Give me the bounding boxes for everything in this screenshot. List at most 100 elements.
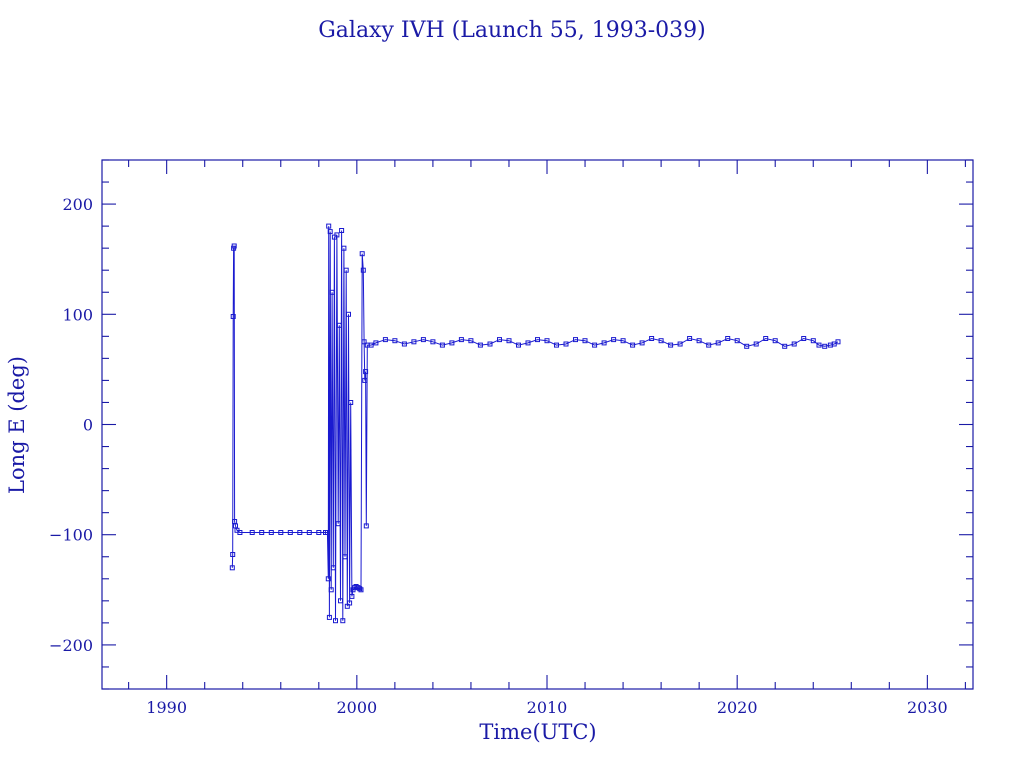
y-tick-label: −100 (49, 526, 93, 545)
data-point (229, 565, 235, 571)
data-point (360, 267, 366, 273)
data-point (287, 530, 293, 535)
data-point (668, 342, 674, 348)
data-point (230, 552, 236, 557)
y-tick-label: 0 (83, 416, 93, 435)
data-point (715, 340, 721, 346)
series-line (231, 226, 839, 621)
data-point (439, 342, 445, 348)
data-point (346, 311, 351, 317)
data-point (358, 587, 364, 593)
data-point (338, 598, 343, 604)
data-point (687, 336, 693, 341)
data-point (658, 338, 664, 344)
data-point (744, 343, 750, 349)
data-point (706, 342, 712, 348)
data-point (373, 340, 379, 346)
data-point (326, 223, 332, 229)
data-point (734, 338, 740, 344)
data-point (335, 521, 341, 527)
data-point (810, 338, 816, 344)
data-point (237, 530, 243, 535)
data-point (791, 341, 797, 347)
data-point (231, 243, 237, 249)
data-point (449, 340, 455, 346)
data-point (330, 565, 336, 571)
data-point (816, 342, 822, 348)
data-point (525, 340, 531, 346)
data-point (297, 530, 303, 535)
data-point (357, 586, 363, 592)
data-point (763, 336, 769, 341)
data-point (392, 338, 398, 344)
data-point (249, 530, 255, 535)
data-point (458, 337, 464, 343)
data-point (327, 229, 333, 235)
data-point (334, 232, 340, 238)
data-point (782, 343, 788, 349)
data-point (649, 336, 655, 341)
x-tick-label: 2010 (527, 698, 568, 717)
data-point (339, 228, 345, 233)
axis-tick-labels: 1990 2000 2010 2020 2030 −200 −100 0 100 200 (49, 195, 948, 717)
data-point (359, 251, 365, 257)
data-point (582, 338, 588, 344)
axis-ticks (102, 159, 973, 690)
data-point (620, 338, 626, 344)
data-point (430, 339, 436, 345)
data-point (328, 587, 334, 593)
y-tick-label: 200 (62, 195, 93, 214)
data-point (563, 341, 569, 347)
data-point (592, 342, 598, 348)
data-point (401, 341, 407, 347)
data-point (801, 336, 807, 341)
y-tick-label: 100 (62, 305, 93, 324)
data-point (544, 338, 550, 344)
data-point (772, 338, 778, 344)
data-point (487, 341, 493, 347)
data-point (333, 618, 338, 624)
x-tick-label: 2020 (717, 698, 758, 717)
data-point (611, 337, 617, 343)
data-point (329, 289, 335, 295)
data-point (630, 342, 636, 348)
data-point (363, 523, 369, 529)
data-point (349, 593, 355, 599)
y-axis-label: Long E (deg) (5, 356, 29, 494)
data-point (411, 339, 417, 345)
data-point (753, 341, 759, 347)
data-point (477, 342, 483, 348)
data-point (343, 267, 349, 273)
data-point (835, 339, 841, 345)
data-point (347, 600, 353, 606)
data-point (506, 338, 512, 344)
data-point (362, 377, 368, 383)
data-point (361, 339, 367, 345)
data-point (554, 342, 559, 348)
data-point (420, 337, 426, 343)
data-point (230, 314, 236, 319)
data-point (342, 554, 348, 560)
data-point (348, 400, 354, 405)
data-point (516, 342, 521, 348)
data-point (822, 343, 828, 349)
y-tick-label: −200 (49, 636, 93, 655)
data-point (278, 530, 284, 535)
data-point (468, 338, 474, 344)
data-point (696, 338, 702, 344)
data-point (326, 614, 332, 620)
data-point (601, 340, 607, 346)
series-group (229, 223, 841, 624)
data-point (340, 618, 346, 624)
data-point (316, 530, 322, 535)
chart-title: Galaxy IVH (Launch 55, 1993-039) (318, 18, 706, 43)
data-point (639, 340, 645, 346)
x-axis-label: Time(UTC) (479, 720, 596, 744)
data-point (677, 341, 683, 347)
data-point (324, 530, 330, 535)
data-point (336, 322, 342, 328)
data-point (368, 342, 374, 348)
data-point (535, 337, 540, 343)
data-point (497, 337, 502, 343)
